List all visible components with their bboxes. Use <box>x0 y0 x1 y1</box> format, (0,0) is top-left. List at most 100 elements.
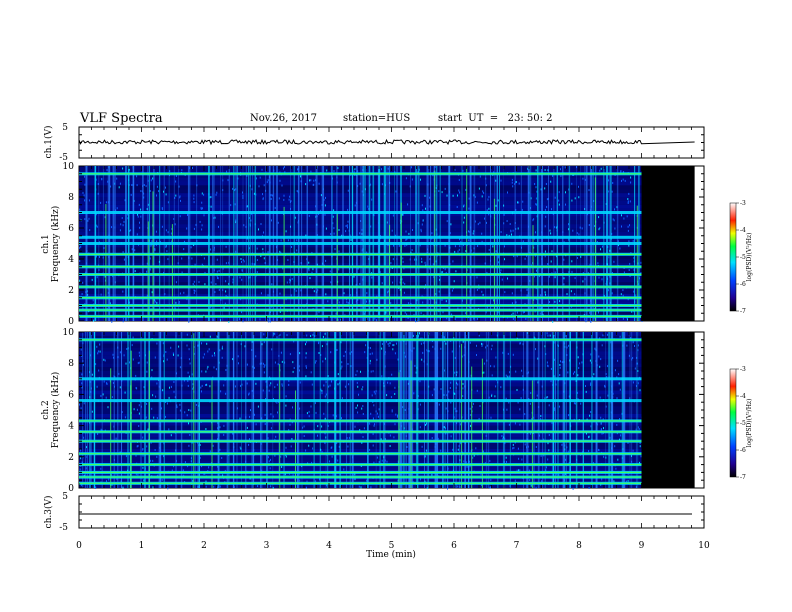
spectrogram-speckle <box>353 170 355 173</box>
spectrogram-speckle <box>205 485 207 488</box>
spectrogram-speckle <box>421 257 423 260</box>
spectrogram-speckle <box>82 307 84 310</box>
spectrogram-speckle <box>345 225 347 227</box>
spectrogram-speckle <box>349 294 351 296</box>
spectrogram-speckle <box>393 436 395 439</box>
spectrogram-speckle <box>299 381 301 384</box>
spectrogram-speckle <box>469 460 470 463</box>
spectrogram-speckle <box>168 428 170 431</box>
spectrogram-speckle <box>637 283 639 286</box>
spectrogram-speckle <box>316 291 318 294</box>
spectrogram-speckle <box>180 199 181 202</box>
spectrogram-speckle <box>498 255 500 257</box>
spectrogram-speckle <box>152 459 154 462</box>
spectrogram-speckle <box>300 180 302 183</box>
spectrogram-speckle <box>235 221 237 224</box>
spectrogram-speckle <box>613 480 615 483</box>
spectrogram-speckle <box>293 261 295 263</box>
spectrogram-speckle <box>270 458 271 461</box>
spectrogram-speckle <box>443 394 445 396</box>
spectrogram-speckle <box>633 256 635 259</box>
spectrogram-speckle <box>124 391 126 394</box>
spectrogram-speckle <box>471 405 473 408</box>
spectrogram-speckle <box>220 390 222 393</box>
spectrogram-speckle <box>279 310 281 313</box>
spectrogram-speckle <box>397 414 398 417</box>
spectrogram-speckle <box>441 271 443 274</box>
spectrogram-speckle <box>305 356 307 359</box>
spectrogram-emission-core <box>79 471 642 473</box>
spectrogram-speckle <box>560 360 561 363</box>
spectrogram-speckle <box>195 223 197 226</box>
spectrogram-speckle <box>558 199 560 202</box>
spectrogram-speckle <box>485 311 487 314</box>
spectrogram-speckle <box>152 394 154 397</box>
spectrogram-band <box>79 413 642 418</box>
spectrogram-band <box>79 472 642 477</box>
spectrogram-speckle <box>235 250 237 253</box>
spectrogram-speckle <box>598 355 600 358</box>
spectrogram-speckle <box>239 318 240 321</box>
spectrogram-speckle <box>138 351 140 354</box>
spectrogram-speckle <box>296 239 298 242</box>
freq-tick-label: 10 <box>63 328 75 338</box>
spectrogram-speckle <box>504 291 506 294</box>
spectrogram-speckle <box>512 353 514 356</box>
spectrogram-speckle <box>576 166 577 169</box>
spectrogram-speckle <box>406 446 408 448</box>
spectrogram-band <box>79 255 642 259</box>
spectrogram-speckle <box>137 444 139 447</box>
spectrogram-speckle <box>324 417 326 420</box>
ch2-spectrogram-image <box>79 332 695 490</box>
spectrogram-speckle <box>512 312 514 315</box>
spectrogram-speckle <box>477 245 479 247</box>
spectrogram-speckle <box>437 437 439 440</box>
spectrogram-speckle <box>221 345 223 348</box>
spectrogram-speckle <box>138 412 140 415</box>
spectrogram-speckle <box>158 190 160 193</box>
ch1-spectrogram-image <box>79 166 695 323</box>
spectrogram-speckle <box>596 423 598 426</box>
spectrogram-speckle <box>110 185 112 188</box>
spectrogram-speckle <box>498 256 500 259</box>
spectrogram-speckle <box>403 267 405 270</box>
time-tick-label: 9 <box>639 541 645 551</box>
spectrogram-speckle <box>614 369 616 372</box>
spectrogram-speckle <box>170 434 172 437</box>
spectrogram-speckle <box>106 382 108 385</box>
spectrogram-speckle <box>331 446 333 449</box>
spectrogram-speckle <box>343 355 345 357</box>
spectrogram-speckle <box>319 478 320 481</box>
spectrogram-speckle <box>210 306 212 309</box>
spectrogram-speckle <box>186 344 188 347</box>
spectrogram-speckle <box>285 230 287 233</box>
spectrogram-speckle <box>535 446 537 448</box>
spectrogram-speckle <box>308 415 310 418</box>
ch1-ylabel: ch.1(V) <box>43 126 54 159</box>
spectrogram-speckle <box>632 381 634 384</box>
ch3-waveform-panel: 5 -5 ch.3(V) <box>43 492 705 533</box>
spectrogram-speckle <box>273 398 274 400</box>
spectrogram-speckle <box>257 485 259 488</box>
spectrogram-speckle <box>329 270 331 273</box>
spectrogram-speckle <box>136 184 138 187</box>
spectrogram-speckle <box>425 423 426 426</box>
spectrogram-speckle <box>173 218 175 220</box>
spectrogram-speckle <box>156 342 158 345</box>
spectrogram-speckle <box>168 396 170 399</box>
spectrogram-speckle <box>320 354 322 356</box>
spectrogram-speckle <box>419 426 421 429</box>
spectrogram-emission-line <box>79 377 642 381</box>
spectrogram-speckle <box>411 249 413 251</box>
spectrogram-speckle <box>165 245 167 248</box>
spectrogram-speckle <box>179 195 181 198</box>
spectrogram-speckle <box>419 332 420 335</box>
spectrogram-speckle <box>376 358 378 361</box>
spectrogram-speckle <box>557 345 559 347</box>
spectrogram-speckle <box>599 226 601 229</box>
spectrogram-speckle <box>634 367 636 370</box>
spectrogram-speckle <box>345 230 347 233</box>
spectrogram-speckle <box>357 411 359 414</box>
spectrogram-speckle <box>274 454 276 457</box>
